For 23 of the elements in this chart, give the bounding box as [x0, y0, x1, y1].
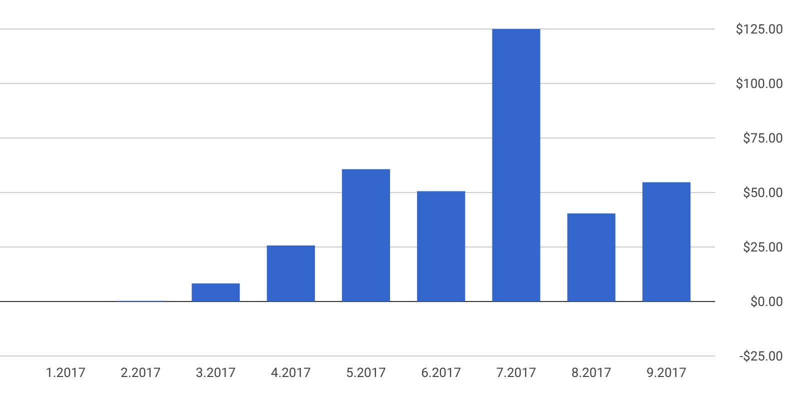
- bar: [266, 245, 315, 302]
- x-tick-label: 9.2017: [646, 366, 686, 381]
- x-tick-label: 4.2017: [270, 366, 311, 381]
- y-tick-label: $25.00: [743, 240, 783, 256]
- x-tick-label: 1.2017: [46, 366, 86, 381]
- x-tick-label: 5.2017: [346, 366, 386, 381]
- bar: [342, 169, 390, 302]
- y-tick-label: -$25.00: [739, 350, 783, 365]
- x-tick-label: 6.2017: [421, 366, 462, 381]
- y-tick-label: $50.00: [743, 186, 783, 202]
- y-tick-label: $75.00: [743, 132, 783, 147]
- x-tick-label: 8.2017: [571, 366, 612, 381]
- bar: [492, 29, 540, 302]
- bar: [192, 283, 240, 302]
- y-tick-label: $125.00: [736, 22, 783, 38]
- x-tick-label: 3.2017: [196, 366, 236, 381]
- x-tick-label: 2.2017: [120, 366, 161, 381]
- x-tick-label: 7.2017: [496, 366, 536, 381]
- bar: [642, 182, 690, 302]
- y-tick-label: $100.00: [736, 77, 783, 92]
- bar: [567, 213, 616, 302]
- y-tick-label: $0.00: [750, 295, 783, 310]
- bar: [417, 191, 466, 302]
